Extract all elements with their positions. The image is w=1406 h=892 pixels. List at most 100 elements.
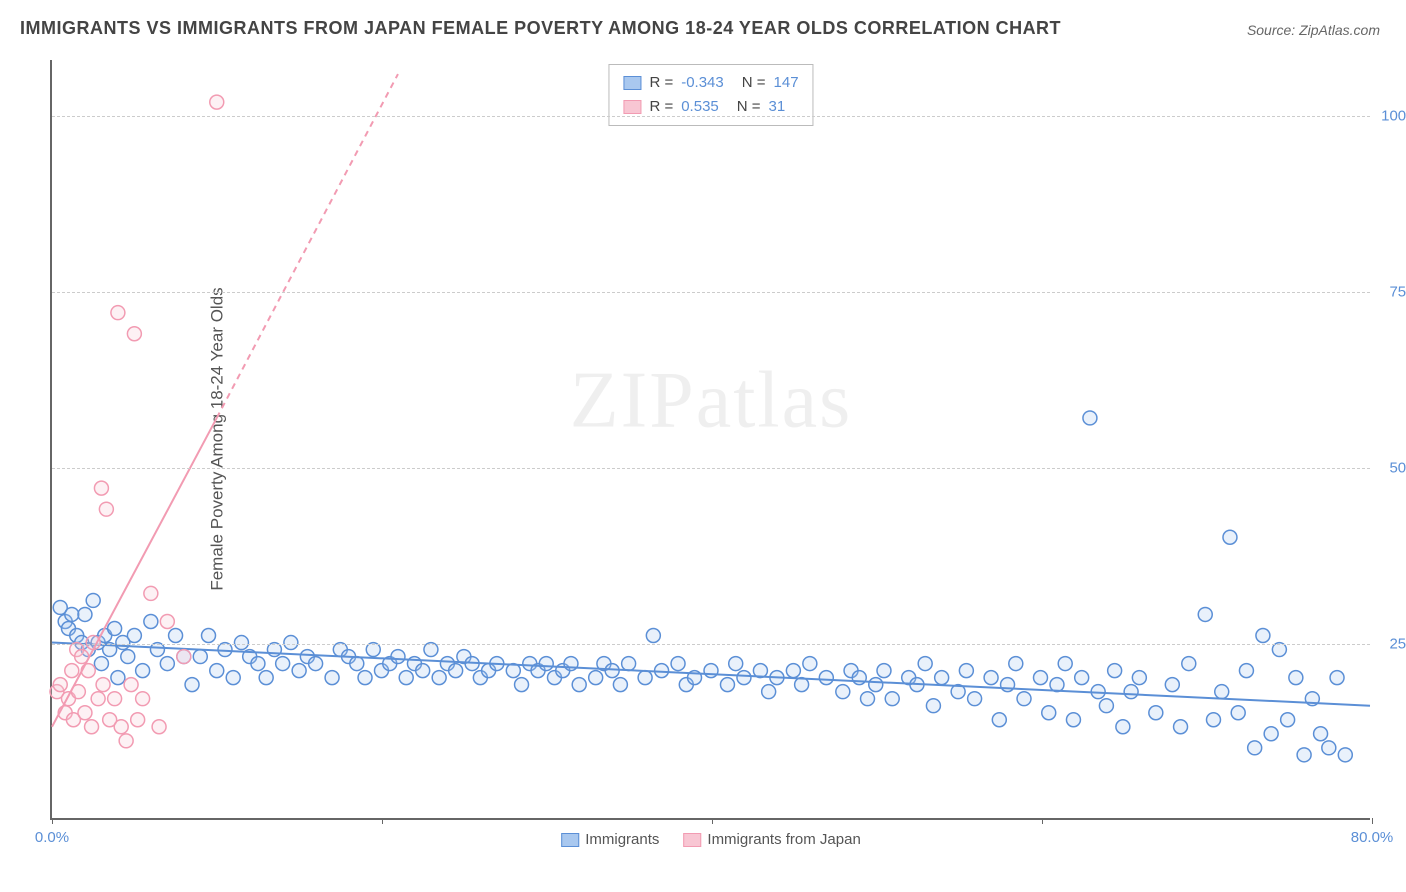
scatter-point	[124, 678, 138, 692]
scatter-point	[1322, 741, 1336, 755]
scatter-point	[276, 657, 290, 671]
scatter-point	[1034, 671, 1048, 685]
scatter-point	[1124, 685, 1138, 699]
y-tick-label: 100.0%	[1381, 108, 1406, 125]
scatter-point	[885, 692, 899, 706]
scatter-point	[861, 692, 875, 706]
scatter-point	[108, 692, 122, 706]
scatter-point	[85, 720, 99, 734]
scatter-point	[1223, 530, 1237, 544]
scatter-point	[646, 629, 660, 643]
x-tick-mark	[382, 818, 383, 824]
scatter-point	[111, 671, 125, 685]
scatter-point	[144, 614, 158, 628]
scatter-point	[1330, 671, 1344, 685]
scatter-point	[325, 671, 339, 685]
scatter-point	[78, 607, 92, 621]
scatter-point	[136, 692, 150, 706]
scatter-point	[795, 678, 809, 692]
legend-series-label: Immigrants from Japan	[707, 831, 860, 848]
scatter-point	[1042, 706, 1056, 720]
scatter-point	[99, 502, 113, 516]
scatter-point	[234, 636, 248, 650]
scatter-point	[91, 692, 105, 706]
scatter-point	[1075, 671, 1089, 685]
legend-correlation-row: R =-0.343N =147	[623, 71, 798, 95]
scatter-point	[1264, 727, 1278, 741]
scatter-point	[852, 671, 866, 685]
scatter-point	[432, 671, 446, 685]
scatter-point	[1099, 699, 1113, 713]
scatter-point	[169, 629, 183, 643]
scatter-point	[671, 657, 685, 671]
scatter-point	[399, 671, 413, 685]
scatter-point	[96, 678, 110, 692]
scatter-point	[589, 671, 603, 685]
legend-series-label: Immigrants	[585, 831, 659, 848]
scatter-point	[1149, 706, 1163, 720]
scatter-point	[1132, 671, 1146, 685]
plot-area: Female Poverty Among 18-24 Year Olds ZIP…	[50, 60, 1370, 820]
scatter-point	[94, 481, 108, 495]
scatter-point	[539, 657, 553, 671]
legend-series: Immigrants Immigrants from Japan	[561, 831, 861, 848]
scatter-point	[1116, 720, 1130, 734]
scatter-point	[177, 650, 191, 664]
scatter-point	[160, 657, 174, 671]
source-name: ZipAtlas.com	[1299, 22, 1380, 38]
legend-n-label: N =	[742, 71, 766, 95]
legend-r-label: R =	[649, 71, 673, 95]
scatter-point	[94, 657, 108, 671]
scatter-point	[152, 720, 166, 734]
scatter-point	[86, 593, 100, 607]
scatter-point	[127, 629, 141, 643]
scatter-point	[1314, 727, 1328, 741]
scatter-point	[292, 664, 306, 678]
scatter-point	[210, 95, 224, 109]
scatter-point	[1108, 664, 1122, 678]
scatter-point	[935, 671, 949, 685]
scatter-point	[65, 664, 79, 678]
scatter-point	[786, 664, 800, 678]
scatter-point	[1066, 713, 1080, 727]
scatter-point	[78, 706, 92, 720]
y-tick-label: 50.0%	[1389, 460, 1406, 477]
scatter-point	[121, 650, 135, 664]
scatter-point	[136, 664, 150, 678]
scatter-point	[1165, 678, 1179, 692]
scatter-point	[762, 685, 776, 699]
y-tick-label: 75.0%	[1389, 284, 1406, 301]
scatter-point	[1083, 411, 1097, 425]
scatter-point	[160, 614, 174, 628]
scatter-point	[1215, 685, 1229, 699]
regression-line	[52, 643, 1370, 706]
gridline-horizontal	[52, 292, 1370, 293]
legend-swatch	[623, 100, 641, 114]
scatter-point	[1198, 607, 1212, 621]
source-prefix: Source:	[1247, 22, 1299, 38]
scatter-point	[1239, 664, 1253, 678]
chart-title: IMMIGRANTS VS IMMIGRANTS FROM JAPAN FEMA…	[20, 18, 1061, 39]
y-tick-label: 25.0%	[1389, 636, 1406, 653]
legend-series-item: Immigrants	[561, 831, 659, 848]
scatter-point	[350, 657, 364, 671]
scatter-point	[284, 636, 298, 650]
scatter-point	[309, 657, 323, 671]
scatter-point	[918, 657, 932, 671]
plot-svg	[52, 60, 1370, 818]
x-tick-label: 80.0%	[1351, 829, 1394, 846]
scatter-point	[391, 650, 405, 664]
scatter-point	[1231, 706, 1245, 720]
scatter-point	[127, 327, 141, 341]
scatter-point	[729, 657, 743, 671]
legend-swatch	[623, 76, 641, 90]
scatter-point	[86, 636, 100, 650]
scatter-point	[226, 671, 240, 685]
gridline-horizontal	[52, 644, 1370, 645]
scatter-point	[515, 678, 529, 692]
scatter-point	[449, 664, 463, 678]
scatter-point	[1297, 748, 1311, 762]
scatter-point	[992, 713, 1006, 727]
scatter-point	[144, 586, 158, 600]
scatter-point	[572, 678, 586, 692]
